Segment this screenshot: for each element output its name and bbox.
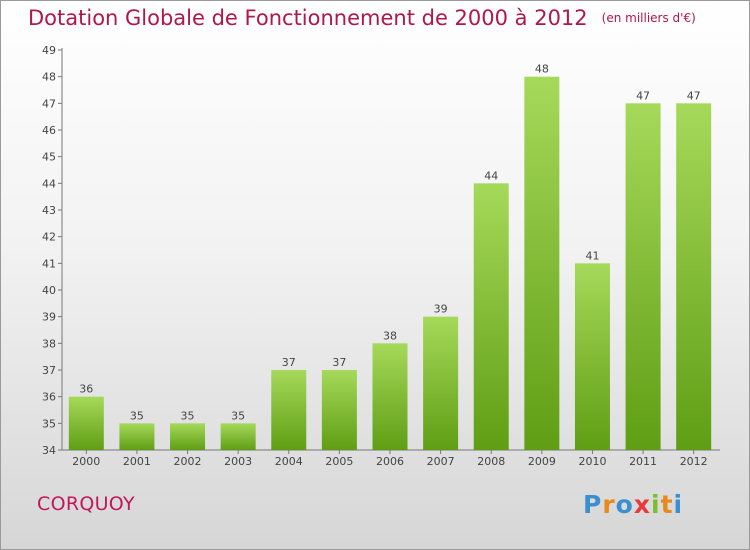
- bar: [119, 423, 155, 450]
- logo-letter: P: [583, 490, 603, 519]
- bar-value-label: 39: [434, 303, 448, 316]
- bar-value-label: 47: [687, 89, 701, 102]
- x-tick-label: 2002: [174, 455, 202, 468]
- x-tick-label: 2012: [680, 455, 708, 468]
- x-tick-label: 2009: [528, 455, 556, 468]
- chart-subtitle: (en milliers d'€): [601, 11, 696, 25]
- logo-letter: o: [615, 490, 634, 519]
- y-tick-label: 42: [42, 231, 56, 244]
- bar-value-label: 35: [130, 409, 144, 422]
- y-tick-label: 37: [42, 364, 56, 377]
- bar: [625, 103, 661, 450]
- y-tick-label: 49: [42, 44, 56, 57]
- bar-value-label: 38: [383, 329, 397, 342]
- x-tick-label: 2001: [123, 455, 151, 468]
- x-tick-label: 2004: [275, 455, 303, 468]
- bar-value-label: 37: [282, 356, 296, 369]
- y-tick-label: 40: [42, 284, 56, 297]
- bar-value-label: 35: [231, 409, 245, 422]
- logo-letter: i: [651, 490, 661, 519]
- bar-value-label: 44: [484, 169, 498, 182]
- y-tick-label: 34: [42, 444, 56, 457]
- x-tick-label: 2008: [477, 455, 505, 468]
- bar-value-label: 35: [181, 409, 195, 422]
- x-tick-label: 2003: [224, 455, 252, 468]
- y-tick-label: 35: [42, 417, 56, 430]
- y-tick-label: 45: [42, 151, 56, 164]
- x-tick-label: 2005: [325, 455, 353, 468]
- x-tick-label: 2000: [72, 455, 100, 468]
- y-tick-label: 36: [42, 391, 56, 404]
- bar: [68, 396, 104, 450]
- logo-letter: t: [660, 490, 674, 519]
- logo-letter: r: [602, 490, 616, 519]
- y-tick-label: 39: [42, 311, 56, 324]
- bar: [524, 76, 560, 451]
- y-tick-label: 43: [42, 204, 56, 217]
- y-tick-label: 41: [42, 257, 56, 270]
- y-tick-label: 46: [42, 124, 56, 137]
- logo-letter: i: [673, 490, 684, 519]
- bar: [676, 103, 712, 450]
- bar-value-label: 41: [585, 249, 599, 262]
- bar: [423, 316, 459, 450]
- bar-value-label: 47: [636, 89, 650, 102]
- commune-name: CORQUOY: [37, 493, 135, 515]
- x-tick-label: 2007: [427, 455, 455, 468]
- proxiti-logo: Proxiti: [583, 490, 683, 519]
- bar: [220, 423, 256, 450]
- bar-value-label: 48: [535, 63, 549, 76]
- bar: [473, 183, 509, 451]
- bar: [321, 370, 357, 450]
- bar-value-label: 37: [332, 356, 346, 369]
- chart-title-text: Dotation Globale de Fonctionnement de 20…: [28, 6, 588, 30]
- logo-letter: x: [633, 490, 651, 519]
- y-tick-label: 44: [42, 177, 56, 190]
- bar: [170, 423, 206, 450]
- bar: [372, 343, 408, 450]
- x-tick-label: 2006: [376, 455, 404, 468]
- bar: [271, 370, 307, 450]
- y-tick-label: 47: [42, 97, 56, 110]
- x-tick-label: 2010: [578, 455, 606, 468]
- chart-title: Dotation Globale de Fonctionnement de 20…: [28, 6, 696, 30]
- bar: [574, 263, 610, 450]
- x-tick-label: 2011: [629, 455, 657, 468]
- bar-value-label: 36: [79, 383, 93, 396]
- y-tick-label: 38: [42, 337, 56, 350]
- y-tick-label: 48: [42, 71, 56, 84]
